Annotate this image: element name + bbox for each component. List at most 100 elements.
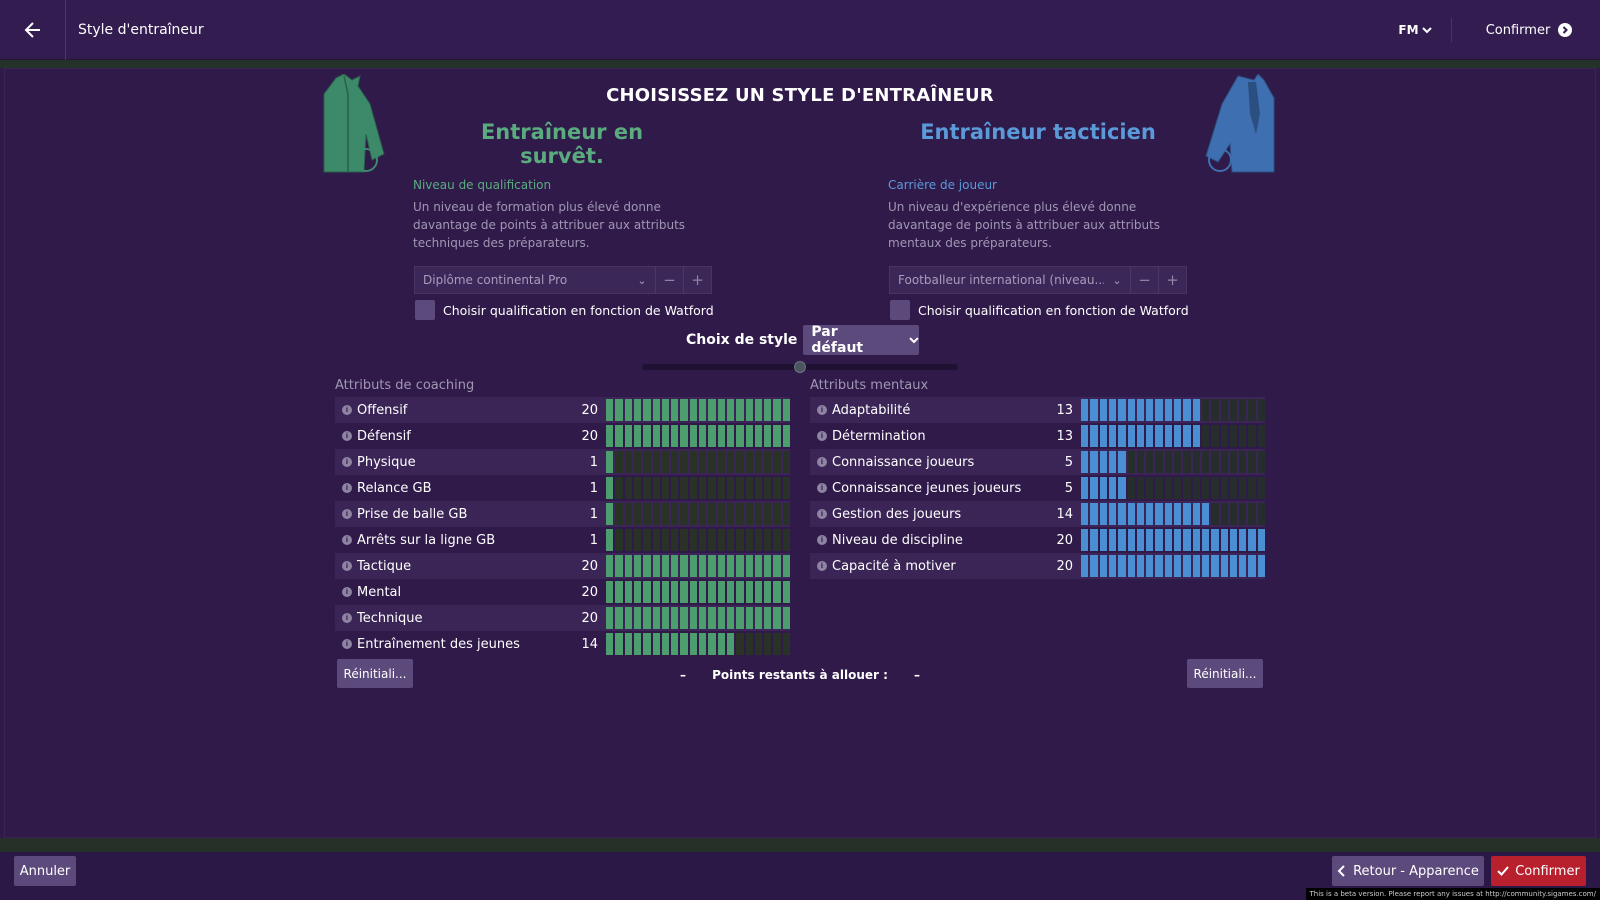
info-icon[interactable]: i: [342, 483, 352, 493]
top-confirm-button[interactable]: Confirmer: [1458, 0, 1600, 60]
attribute-row[interactable]: i Prise de balle GB 1: [335, 501, 790, 527]
bar-segment: [1099, 529, 1107, 551]
info-icon[interactable]: i: [342, 431, 352, 441]
bar-segment: [1201, 477, 1210, 499]
attribute-value: 1: [589, 480, 599, 496]
info-icon[interactable]: i: [342, 509, 352, 519]
decrement-button[interactable]: −: [655, 267, 683, 293]
bar-segment: [699, 425, 707, 447]
style-choice-value: Par défaut: [811, 324, 864, 356]
bar-segment: [736, 425, 744, 447]
bar-segment: [1164, 451, 1173, 473]
reset-mental-button[interactable]: Réinitiali...: [1187, 659, 1263, 688]
reset-coaching-button[interactable]: Réinitiali...: [337, 659, 413, 688]
attribute-bar: [606, 451, 790, 473]
bar-segment: [1257, 451, 1265, 473]
bar-segment: [652, 425, 660, 447]
attribute-bar: [606, 555, 790, 577]
info-icon[interactable]: i: [817, 535, 827, 545]
bar-segment: [1257, 425, 1265, 447]
player-career-dropdown[interactable]: Footballeur international (niveau... ⌄ −…: [889, 266, 1187, 294]
bar-segment: [615, 555, 623, 577]
qualification-checkbox-row[interactable]: Choisir qualification en fonction de Wat…: [415, 300, 714, 320]
bar-segment: [615, 607, 623, 629]
bar-segment: [689, 399, 698, 421]
attribute-row[interactable]: i Tactique 20: [335, 553, 790, 579]
attribute-row[interactable]: i Gestion des joueurs 14: [810, 501, 1265, 527]
info-icon[interactable]: i: [342, 613, 352, 623]
attribute-row[interactable]: i Offensif 20: [335, 397, 790, 423]
increment-button[interactable]: +: [683, 267, 711, 293]
info-icon[interactable]: i: [817, 431, 827, 441]
bar-segment: [764, 581, 772, 603]
attribute-row[interactable]: i Arrêts sur la ligne GB 1: [335, 527, 790, 553]
info-icon[interactable]: i: [817, 405, 827, 415]
bar-segment: [1127, 451, 1135, 473]
attribute-name: Mental: [357, 584, 402, 600]
attribute-row[interactable]: i Connaissance jeunes joueurs 5: [810, 475, 1265, 501]
bar-segment: [708, 633, 716, 655]
attribute-bar: [606, 607, 790, 629]
info-icon[interactable]: i: [342, 587, 352, 597]
increment-button[interactable]: +: [1158, 267, 1186, 293]
qualification-dropdown[interactable]: Diplôme continental Pro ⌄ − +: [414, 266, 712, 294]
bar-segment: [1183, 477, 1191, 499]
bar-segment: [1211, 529, 1219, 551]
attribute-value: 13: [1056, 428, 1074, 444]
attribute-name: Détermination: [832, 428, 926, 444]
attribute-value: 1: [589, 532, 599, 548]
attribute-row[interactable]: i Technique 20: [335, 605, 790, 631]
info-icon[interactable]: i: [342, 561, 352, 571]
qualification-checkbox[interactable]: [415, 300, 435, 320]
style-choice-select[interactable]: Par défaut: [803, 324, 920, 356]
bar-segment: [1090, 425, 1098, 447]
bar-segment: [1183, 503, 1191, 525]
decrement-button[interactable]: −: [1130, 267, 1158, 293]
bar-segment: [633, 399, 642, 421]
attribute-row[interactable]: i Relance GB 1: [335, 475, 790, 501]
bar-segment: [1257, 529, 1265, 551]
attribute-row[interactable]: i Niveau de discipline 20: [810, 527, 1265, 553]
player-career-checkbox-row[interactable]: Choisir qualification en fonction de Wat…: [890, 300, 1189, 320]
confirm-button[interactable]: Confirmer: [1491, 856, 1586, 886]
bar-segment: [1146, 555, 1154, 577]
info-icon[interactable]: i: [342, 457, 352, 467]
page-heading: CHOISISSEZ UN STYLE D'ENTRAÎNEUR: [606, 85, 994, 106]
attribute-row[interactable]: i Détermination 13: [810, 423, 1265, 449]
bar-segment: [1155, 399, 1163, 421]
bar-segment: [736, 399, 744, 421]
info-icon[interactable]: i: [342, 405, 352, 415]
attribute-row[interactable]: i Défensif 20: [335, 423, 790, 449]
info-icon[interactable]: i: [342, 535, 352, 545]
attribute-value: 20: [1056, 558, 1074, 574]
info-icon[interactable]: i: [817, 457, 827, 467]
info-icon[interactable]: i: [817, 561, 827, 571]
info-icon[interactable]: i: [342, 639, 352, 649]
bar-segment: [1211, 477, 1219, 499]
bar-segment: [1239, 425, 1247, 447]
bar-segment: [726, 477, 735, 499]
bar-segment: [717, 503, 725, 525]
bar-segment: [726, 633, 735, 655]
bar-segment: [661, 399, 670, 421]
back-button[interactable]: [0, 0, 66, 60]
player-career-checkbox[interactable]: [890, 300, 910, 320]
attribute-name: Relance GB: [357, 480, 432, 496]
fm-menu-button[interactable]: FM: [1380, 18, 1452, 42]
bar-segment: [643, 555, 651, 577]
style-slider[interactable]: [642, 361, 958, 373]
attribute-name: Connaissance joueurs: [832, 454, 975, 470]
bar-segment: [1229, 451, 1238, 473]
attribute-row[interactable]: i Entraînement des jeunes 14: [335, 631, 790, 657]
info-icon[interactable]: i: [817, 483, 827, 493]
attribute-row[interactable]: i Mental 20: [335, 579, 790, 605]
attribute-row[interactable]: i Physique 1: [335, 449, 790, 475]
attribute-row[interactable]: i Connaissance joueurs 5: [810, 449, 1265, 475]
attribute-row[interactable]: i Adaptabilité 13: [810, 397, 1265, 423]
back-to-appearance-button[interactable]: Retour - Apparence: [1332, 856, 1484, 886]
info-icon[interactable]: i: [817, 509, 827, 519]
attribute-row[interactable]: i Capacité à motiver 20: [810, 553, 1265, 579]
cancel-button[interactable]: Annuler: [14, 856, 76, 886]
style-slider-handle[interactable]: [794, 361, 806, 373]
bar-segment: [624, 529, 632, 551]
